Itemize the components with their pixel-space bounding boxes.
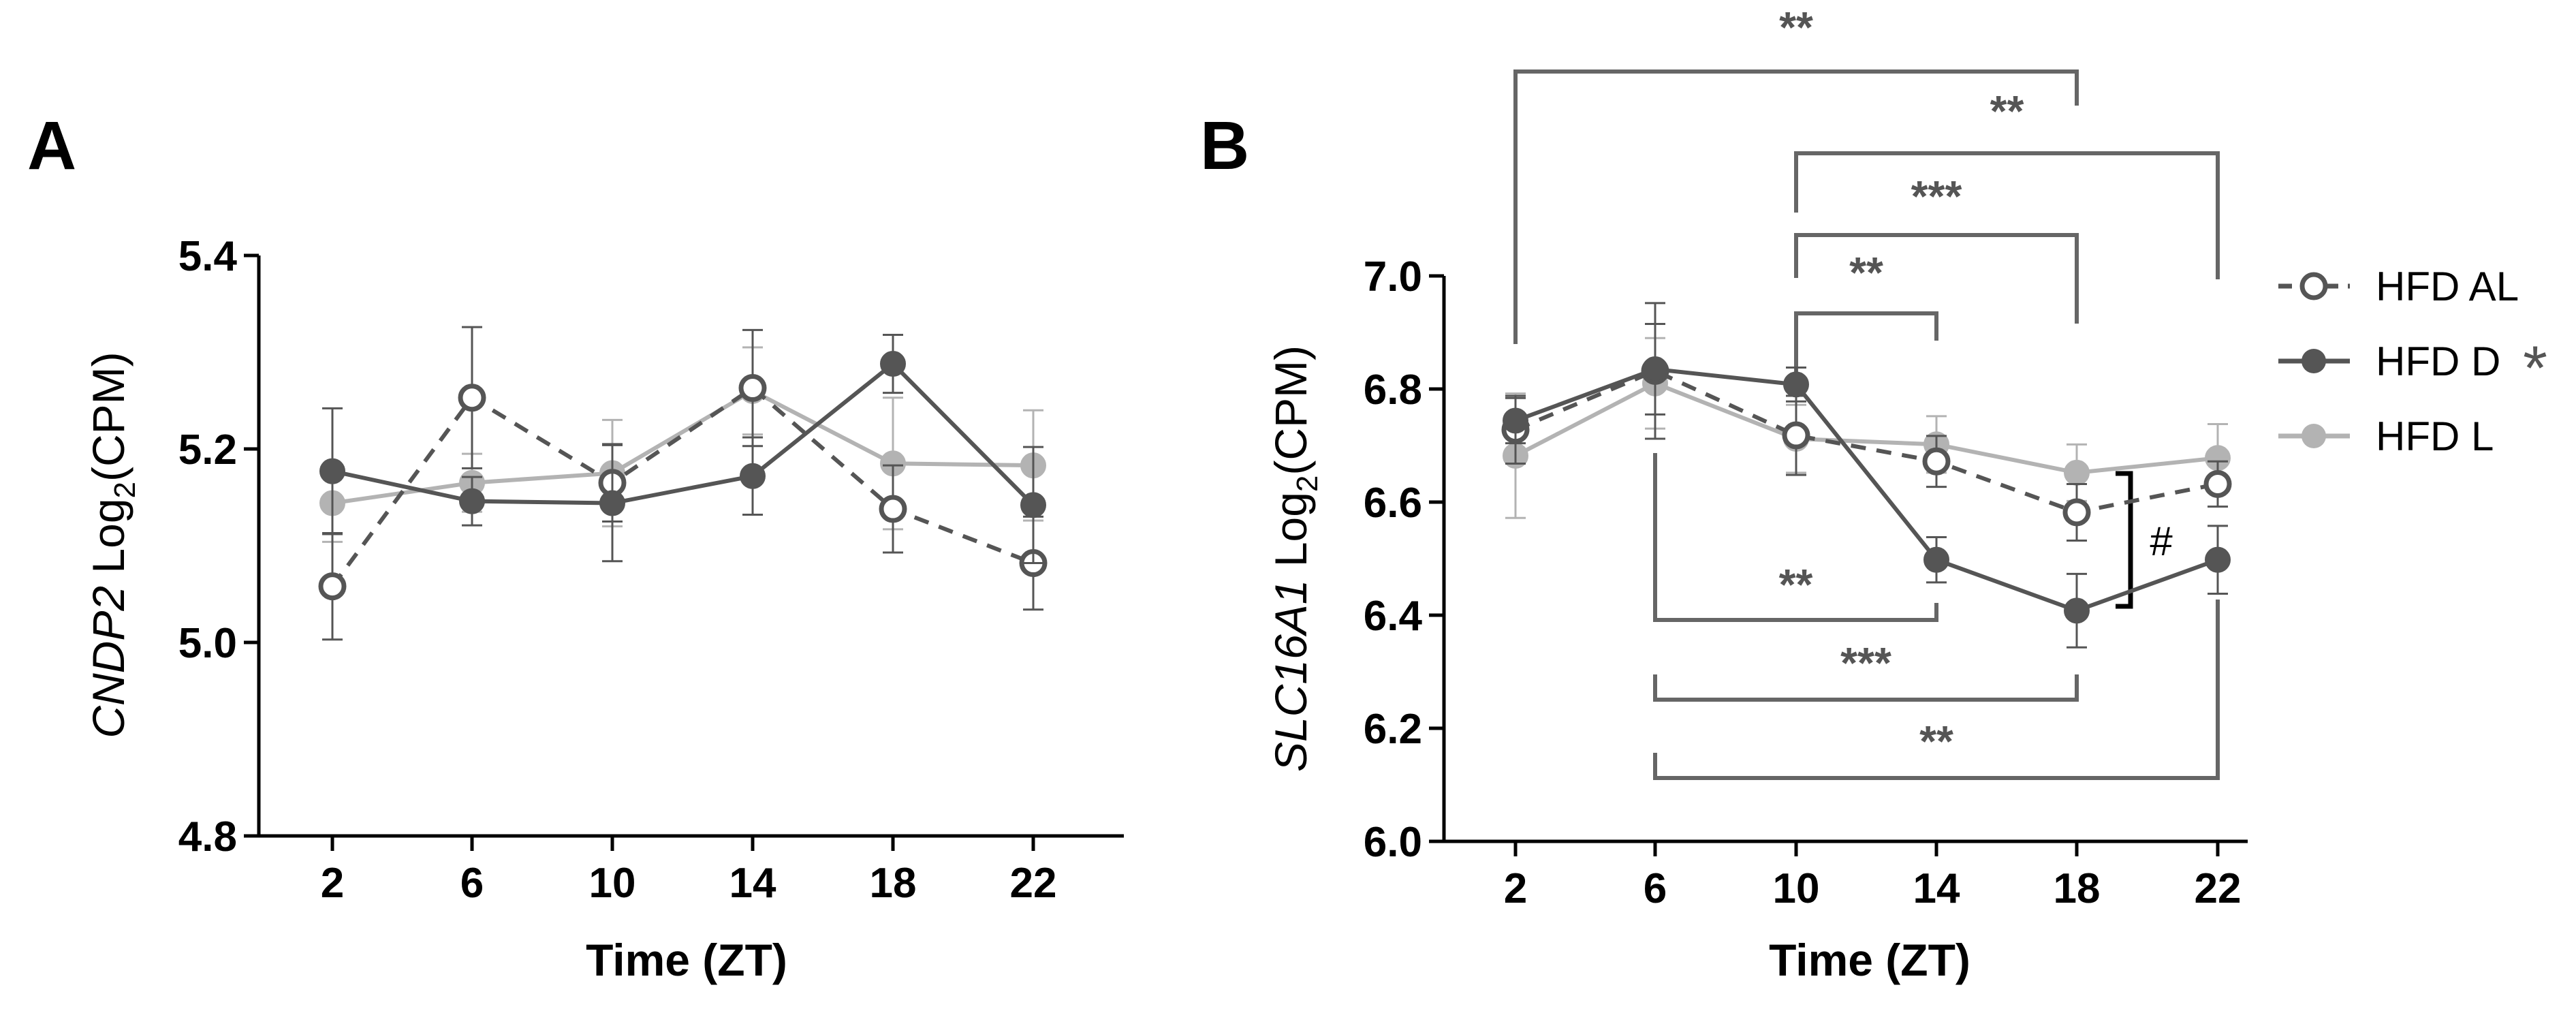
x-tick-label: 18	[870, 860, 917, 907]
significance-bracket	[1794, 151, 2220, 279]
data-point	[1503, 407, 1528, 434]
legend-item: HFD D *	[2278, 334, 2547, 403]
legend-marker	[2302, 349, 2326, 373]
panel-b-y-axis-title: SLC16A1 Log2(CPM)	[1266, 345, 1324, 772]
series-line	[332, 388, 1034, 506]
significance-label: **	[1779, 560, 1813, 609]
hash-bracket	[2116, 471, 2133, 609]
x-tick-label: 6	[460, 860, 484, 907]
significance-bracket	[1653, 600, 2220, 780]
data-point	[1642, 356, 1668, 382]
x-tick-label: 22	[1010, 860, 1057, 907]
series-hfd-d	[319, 333, 1046, 565]
significance-label: ***	[1911, 172, 1962, 221]
panel-a-chart: 4.8 5.0 5.2 5.4 2 6 10 14 18 22 Time (ZT) CNDP2 …	[83, 233, 1124, 985]
y-tick-label: 7.0	[1364, 253, 1422, 300]
data-point	[599, 490, 625, 516]
series-line	[1514, 381, 2218, 475]
legend-marker	[2299, 272, 2328, 300]
x-tick-label: 2	[321, 860, 344, 907]
legend-label: HFD L	[2376, 414, 2494, 459]
y-tick-label: 5.2	[178, 426, 237, 473]
data-point	[740, 463, 766, 489]
data-point	[2064, 459, 2090, 486]
series-line	[332, 361, 1035, 507]
significance-bracket	[1513, 69, 2079, 344]
legend-significance-star: *	[2523, 334, 2547, 403]
data-point	[738, 374, 767, 403]
significance-label: **	[1779, 3, 1813, 52]
legend-label: HFD AL	[2376, 264, 2519, 309]
data-point	[1922, 447, 1951, 476]
x-tick-label: 2	[1504, 865, 1527, 912]
data-point	[2203, 469, 2232, 498]
significance-bracket	[1653, 674, 2079, 702]
legend-item: HFD AL	[2278, 264, 2519, 309]
series-line	[1514, 369, 2218, 515]
significance-label: **	[1849, 248, 1883, 297]
series-hfd-l	[319, 346, 1046, 543]
x-tick-label: 18	[2054, 865, 2101, 912]
series-hfd-d	[1503, 323, 2231, 649]
data-point	[1783, 371, 1809, 398]
panel-a-x-axis-title: Time (ZT)	[586, 935, 787, 985]
y-tick-label: 6.0	[1364, 819, 1422, 866]
legend-item: HFD L	[2278, 414, 2494, 459]
y-tick-label: 5.4	[178, 233, 238, 280]
y-tick-label: 6.8	[1364, 367, 1422, 414]
significance-label: ***	[1840, 638, 1891, 687]
legend-marker	[2302, 424, 2326, 448]
panel-a-y-axis-title: CNDP2 Log2(CPM)	[83, 352, 142, 738]
hash-label: #	[2150, 518, 2173, 564]
y-tick-label: 5.0	[178, 620, 237, 667]
data-point	[2205, 546, 2231, 573]
x-tick-label: 10	[1773, 865, 1820, 912]
series-line	[1514, 367, 2219, 613]
data-point	[1020, 492, 1046, 518]
x-tick-label: 6	[1644, 865, 1667, 912]
data-point	[458, 384, 486, 412]
series-line	[330, 385, 1035, 588]
data-point	[459, 488, 485, 514]
data-point	[880, 351, 906, 377]
x-tick-label: 22	[2195, 865, 2242, 912]
y-tick-label: 6.6	[1364, 480, 1422, 527]
significance-bracket	[1653, 453, 1938, 622]
x-tick-label: 10	[589, 860, 636, 907]
data-point	[2064, 597, 2090, 624]
data-point	[879, 495, 907, 523]
significance-bracket	[1794, 233, 2079, 324]
panel-label-b: B	[1200, 108, 1249, 184]
series-hfd-l	[1503, 337, 2231, 519]
legend: HFD AL HFD D * HFD L	[2278, 264, 2547, 459]
data-point	[2062, 498, 2091, 527]
series-hfd-al	[1501, 302, 2232, 542]
y-tick-label: 4.8	[178, 813, 237, 860]
significance-bracket	[1794, 311, 1938, 385]
data-point	[318, 572, 347, 601]
panel-b-x-axis-title: Time (ZT)	[1769, 935, 1970, 985]
panel-label-a: A	[27, 108, 76, 184]
significance-label: **	[1990, 87, 2024, 136]
data-point	[1782, 421, 1810, 450]
data-point	[319, 458, 345, 484]
series-hfd-al	[318, 326, 1048, 641]
y-tick-label: 6.4	[1364, 593, 1423, 640]
x-tick-label: 14	[1913, 865, 1960, 912]
x-tick-label: 14	[729, 860, 776, 907]
data-point	[1923, 546, 1949, 573]
significance-label: **	[1919, 717, 1953, 766]
y-tick-label: 6.2	[1364, 706, 1422, 753]
legend-label: HFD D	[2376, 339, 2500, 384]
